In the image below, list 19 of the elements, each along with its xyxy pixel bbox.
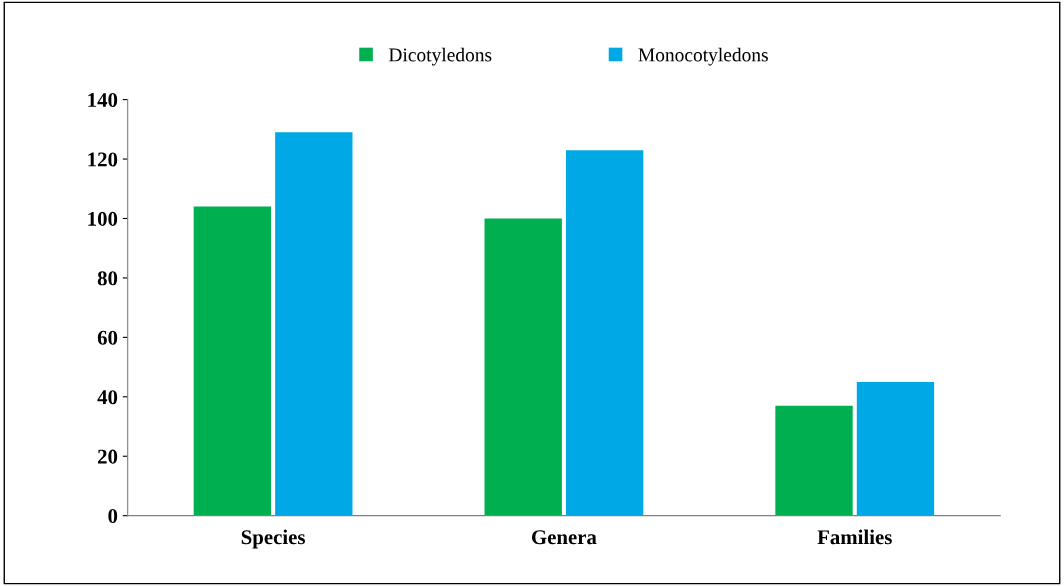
- y-tick-label: 100: [88, 211, 118, 226]
- y-tick-label: 120: [88, 152, 118, 167]
- y-tick-label: 0: [108, 509, 118, 524]
- y-tick-label: 140: [88, 92, 118, 108]
- x-tick-label: Species: [241, 529, 305, 549]
- bar: [193, 206, 272, 516]
- y-tick-label: 40: [97, 390, 118, 405]
- bar: [775, 405, 853, 516]
- bar: [275, 132, 353, 516]
- bar: [565, 150, 644, 516]
- bar: [856, 381, 935, 516]
- bar: [484, 218, 562, 516]
- y-tick-label: 80: [97, 271, 118, 286]
- legend-label: Dicotyledons: [388, 47, 492, 66]
- y-tick-label: 60: [97, 330, 118, 345]
- x-tick-label: Families: [817, 529, 892, 545]
- y-tick-label: 20: [98, 449, 118, 464]
- legend-label: Monocotyledons: [638, 47, 768, 66]
- x-tick-label: Genera: [531, 530, 597, 545]
